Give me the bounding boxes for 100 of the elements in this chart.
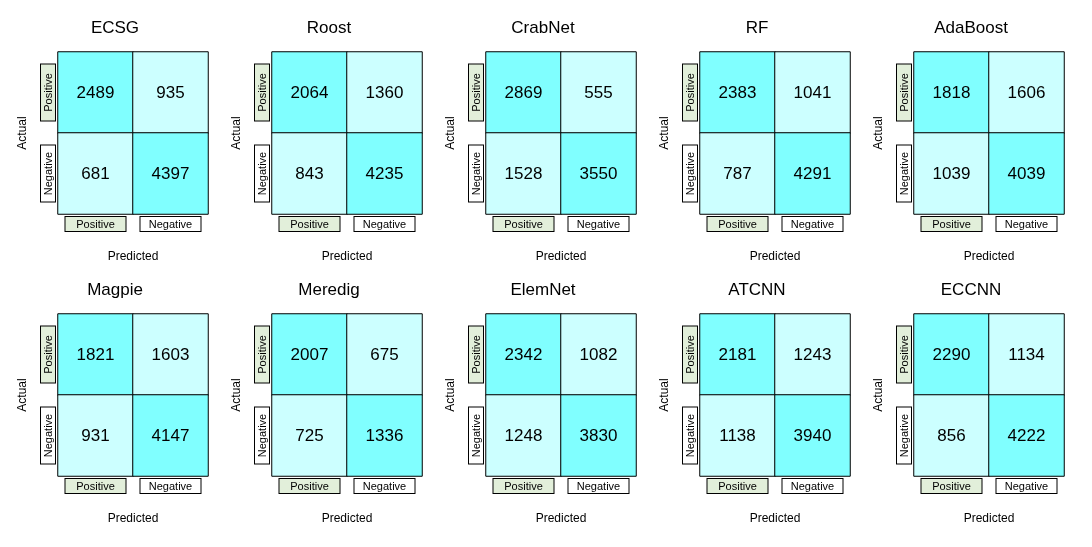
- y-tick-label: Positive: [470, 73, 482, 112]
- data-label: 3550: [579, 164, 618, 183]
- y-axis-title: Actual: [871, 116, 885, 150]
- data-label: 1248: [504, 426, 543, 445]
- y-tick-label: Positive: [684, 335, 696, 374]
- data-label: 3940: [793, 426, 832, 445]
- data-label: 935: [156, 83, 185, 102]
- data-label: 2383: [718, 83, 757, 102]
- y-tick-label: Negative: [684, 413, 696, 458]
- data-label: 1134: [1008, 345, 1045, 364]
- data-label: 787: [723, 164, 752, 183]
- y-axis-title: Actual: [657, 116, 671, 150]
- data-label: 681: [81, 164, 110, 183]
- chart-title: ATCNN: [728, 280, 786, 299]
- x-axis-title: Predicted: [963, 249, 1015, 263]
- x-tick-label: Positive: [932, 218, 971, 230]
- x-tick-label: Negative: [1004, 218, 1049, 230]
- y-tick-label: Positive: [42, 335, 54, 374]
- chart-title: Meredig: [298, 280, 360, 299]
- data-label: 675: [370, 345, 399, 364]
- y-tick-label: Negative: [256, 413, 268, 458]
- data-label: 2489: [76, 83, 115, 102]
- x-tick-label: Positive: [504, 218, 543, 230]
- y-tick-label: Negative: [898, 413, 910, 458]
- data-label: 3830: [579, 426, 618, 445]
- x-tick-label: Positive: [290, 480, 329, 492]
- y-tick-label: Positive: [684, 73, 696, 112]
- data-label: 1336: [365, 426, 404, 445]
- data-label: 856: [937, 426, 966, 445]
- data-label: 1528: [504, 164, 543, 183]
- y-axis-title: Actual: [657, 378, 671, 412]
- x-axis-title: Predicted: [535, 511, 587, 525]
- y-tick-label: Negative: [42, 413, 54, 458]
- x-tick-label: Positive: [290, 218, 329, 230]
- y-tick-label: Negative: [470, 413, 482, 458]
- data-label: 1821: [76, 345, 115, 364]
- data-label: 2342: [504, 345, 543, 364]
- data-label: 2007: [290, 345, 329, 364]
- data-label: 555: [584, 83, 613, 102]
- x-tick-label: Positive: [504, 480, 543, 492]
- x-tick-label: Positive: [718, 218, 757, 230]
- data-label: 1818: [932, 83, 971, 102]
- y-axis-title: Actual: [443, 378, 457, 412]
- x-tick-label: Negative: [790, 480, 835, 492]
- x-tick-label: Negative: [1004, 480, 1049, 492]
- chart-title: Roost: [306, 18, 352, 37]
- y-axis-title: Actual: [443, 116, 457, 150]
- y-tick-label: Negative: [42, 151, 54, 196]
- y-tick-label: Positive: [256, 335, 268, 374]
- y-axis-title: Actual: [229, 378, 243, 412]
- y-tick-label: Positive: [898, 335, 910, 374]
- chart-title: ElemNet: [510, 280, 576, 299]
- y-axis-title: Actual: [871, 378, 885, 412]
- data-label: 1243: [793, 345, 832, 364]
- data-label: 4291: [793, 164, 832, 183]
- y-axis-title: Actual: [229, 116, 243, 150]
- x-tick-label: Negative: [576, 218, 621, 230]
- data-label: 931: [81, 426, 110, 445]
- data-label: 1082: [579, 345, 618, 364]
- data-label: 2064: [290, 83, 329, 102]
- chart-title: RF: [745, 18, 769, 37]
- y-tick-label: Positive: [470, 335, 482, 374]
- x-axis-title: Predicted: [749, 249, 801, 263]
- data-label: 1138: [719, 426, 756, 445]
- y-tick-label: Negative: [898, 151, 910, 196]
- data-label: 2181: [718, 345, 757, 364]
- chart-title: AdaBoost: [934, 18, 1009, 37]
- x-axis-title: Predicted: [321, 511, 373, 525]
- data-label: 4235: [365, 164, 404, 183]
- y-axis-title: Actual: [15, 116, 29, 150]
- y-tick-label: Negative: [470, 151, 482, 196]
- data-label: 4039: [1007, 164, 1046, 183]
- y-tick-label: Positive: [42, 73, 54, 112]
- y-tick-label: Negative: [256, 151, 268, 196]
- data-label: 2290: [932, 345, 971, 364]
- chart-title: ECCNN: [940, 280, 1002, 299]
- x-axis-title: Predicted: [963, 511, 1015, 525]
- x-tick-label: Negative: [362, 218, 407, 230]
- x-tick-label: Negative: [790, 218, 835, 230]
- data-label: 1039: [932, 164, 971, 183]
- chart-title: CrabNet: [511, 18, 575, 37]
- data-label: 1041: [793, 83, 832, 102]
- y-tick-label: Negative: [684, 151, 696, 196]
- x-tick-label: Negative: [148, 218, 193, 230]
- data-label: 2869: [504, 83, 543, 102]
- x-axis-title: Predicted: [107, 249, 159, 263]
- data-label: 725: [295, 426, 324, 445]
- x-tick-label: Negative: [148, 480, 193, 492]
- x-tick-label: Positive: [76, 218, 115, 230]
- data-label: 1603: [151, 345, 190, 364]
- data-label: 1606: [1007, 83, 1046, 102]
- x-tick-label: Negative: [576, 480, 621, 492]
- x-axis-title: Predicted: [749, 511, 801, 525]
- chart-title: Magpie: [87, 280, 143, 299]
- x-tick-label: Negative: [362, 480, 407, 492]
- data-label: 4222: [1007, 426, 1046, 445]
- x-axis-title: Predicted: [321, 249, 373, 263]
- x-tick-label: Positive: [932, 480, 971, 492]
- data-label: 4147: [151, 426, 190, 445]
- y-axis-title: Actual: [15, 378, 29, 412]
